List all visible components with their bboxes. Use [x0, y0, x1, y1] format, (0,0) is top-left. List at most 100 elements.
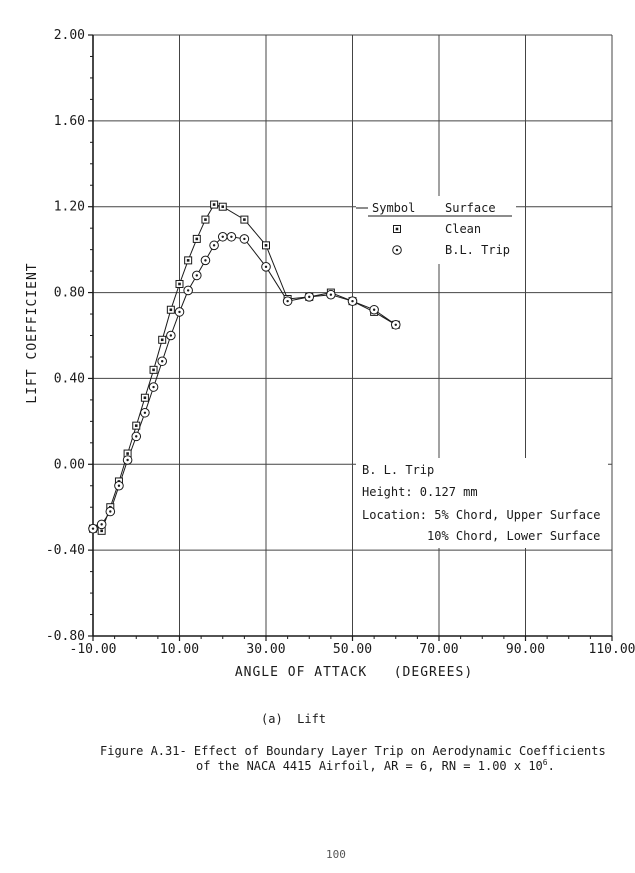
square-marker-center — [143, 396, 147, 400]
figure-caption-line2-text: of the NACA 4415 Airfoil, AR = 6, RN = 1… — [196, 759, 543, 773]
circle-marker-center — [286, 299, 289, 303]
bl-trip-data-point — [209, 240, 219, 251]
circle-marker-center — [308, 295, 311, 299]
bl-trip-data-point — [239, 234, 250, 244]
square-marker-center — [126, 452, 129, 455]
circle-marker-center — [204, 259, 207, 262]
y-tick-label: 0.40 — [54, 371, 85, 386]
circle-marker-center — [135, 435, 138, 438]
bl-trip-data-point — [88, 523, 98, 534]
x-tick-label: 10.00 — [160, 642, 199, 657]
clean-data-point — [192, 234, 201, 243]
square-marker-center — [169, 308, 173, 312]
x-tick-label: -10.00 — [70, 642, 117, 657]
legend-label-clean: Clean — [445, 222, 481, 236]
circle-marker-center — [195, 274, 198, 277]
circle-marker-center — [394, 323, 397, 326]
bl-trip-data-point — [261, 262, 271, 272]
annotation-location-lower: 10% Chord, Lower Surface — [427, 529, 600, 543]
circle-marker-center — [161, 360, 164, 363]
bl-trip-data-point — [347, 296, 358, 306]
bl-trip-data-point — [390, 319, 401, 330]
y-tick-label: -0.80 — [46, 629, 85, 644]
bl-trip-data-point — [114, 480, 124, 491]
clean-data-point — [184, 256, 193, 265]
legend-header-symbol: Symbol — [372, 201, 415, 215]
circle-marker-center — [126, 458, 129, 462]
legend-background — [356, 196, 516, 264]
x-tick-label: 30.00 — [246, 642, 285, 657]
circle-marker-center — [264, 265, 268, 269]
clean-data-point — [201, 215, 210, 224]
trip-annotation: B. L. Trip Height: 0.127 mm Location: 5%… — [356, 458, 608, 548]
subfigure-label: (a) Lift — [261, 712, 327, 726]
annotation-title: B. L. Trip — [362, 463, 434, 477]
square-marker-center — [134, 424, 138, 427]
square-marker-center — [243, 218, 246, 221]
bl-trip-data-point — [174, 307, 185, 317]
circle-marker-center — [221, 235, 224, 238]
annotation-background — [356, 458, 608, 548]
bl-trip-data-point — [304, 292, 315, 302]
square-marker-center — [264, 244, 268, 247]
square-marker-center — [178, 282, 181, 286]
bl-trip-data-point — [148, 382, 159, 392]
circle-marker-center — [117, 484, 121, 487]
series-line-clean — [92, 204, 397, 532]
y-tick-label: 1.60 — [54, 114, 85, 129]
legend-marker-bl-trip — [392, 245, 402, 255]
figure-caption-line1: Figure A.31- Effect of Boundary Layer Tr… — [100, 744, 606, 758]
annotation-location-upper: Location: 5% Chord, Upper Surface — [362, 508, 600, 522]
clean-data-point — [240, 215, 249, 224]
clean-data-point — [210, 200, 219, 209]
clean-data-point — [262, 241, 270, 250]
tick-layer: -10.00 10.00 30.00 50.00 70.00 90.00 110.00 -0.… — [46, 28, 635, 657]
circle-marker-center — [91, 527, 95, 530]
clean-data-point — [218, 202, 227, 211]
annotation-height: Height: 0.127 mm — [362, 485, 478, 499]
square-marker-center — [195, 237, 199, 241]
bl-trip-data-point — [157, 356, 167, 367]
y-tick-label: 0.00 — [54, 457, 85, 472]
bl-trip-data-point — [96, 519, 107, 530]
circle-marker-center — [169, 334, 173, 337]
page-number: 100 — [326, 848, 346, 861]
square-marker-center — [212, 203, 216, 206]
legend-label-bl-trip: B.L. Trip — [445, 243, 510, 257]
circle-marker-center — [351, 299, 354, 303]
y-tick-label: -0.40 — [46, 543, 85, 558]
legend-markers — [392, 225, 402, 255]
circle-marker-center — [243, 237, 246, 241]
bl-trip-data-point — [166, 330, 176, 341]
x-axis-title: ANGLE OF ATTACK (DEGREES) — [235, 665, 473, 680]
circle-marker-center — [186, 289, 190, 292]
circle-marker-center — [152, 385, 155, 389]
legend-header-surface: Surface — [445, 201, 496, 215]
circle-marker-center — [143, 411, 147, 414]
y-axis-title: LIFT COEFFICIENT — [25, 262, 40, 403]
clean-data-point — [140, 393, 149, 402]
y-tick-label: 1.20 — [54, 200, 85, 215]
bl-trip-data-point — [217, 231, 228, 242]
x-tick-label: 70.00 — [419, 642, 458, 657]
square-marker-center — [160, 338, 164, 342]
bl-trip-data-point — [140, 407, 150, 418]
bl-trip-data-point — [183, 285, 193, 296]
y-tick-label: 2.00 — [54, 28, 85, 43]
square-marker-center — [204, 218, 207, 221]
circle-marker-center — [230, 235, 233, 238]
x-tick-label: 50.00 — [333, 642, 372, 657]
x-tick-label: 90.00 — [506, 642, 545, 657]
figure-caption-period: . — [547, 759, 555, 773]
circle-marker-center — [100, 523, 103, 526]
circle-marker-center — [395, 248, 399, 252]
square-marker-center — [186, 259, 190, 262]
clean-data-point — [149, 365, 158, 374]
x-tick-label: 110.00 — [589, 642, 635, 657]
circle-marker-center — [329, 293, 333, 296]
series-layer — [88, 200, 401, 535]
bl-trip-data-point — [226, 231, 237, 242]
square-marker-center — [152, 368, 155, 372]
legend: Symbol Surface Clean B.L. Trip — [356, 196, 516, 264]
